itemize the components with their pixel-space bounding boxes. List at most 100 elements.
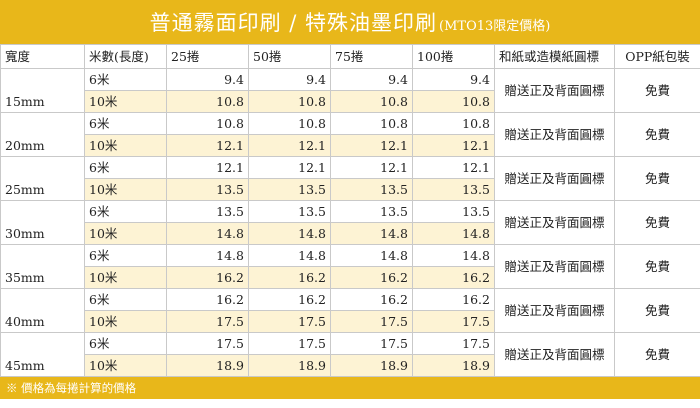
price-cell-50: 12.1 [248,134,331,157]
opp-packaging-cell: 免費 [614,288,700,333]
width-cell: 20mm [0,112,85,157]
price-cell-50: 16.2 [248,266,331,289]
price-cell-75: 17.5 [330,332,413,355]
price-cell-25: 14.8 [166,244,249,267]
length-cell: 10米 [84,222,167,245]
width-cell: 45mm [0,332,85,377]
price-cell-50: 14.8 [248,244,331,267]
table-row: 20mm 6米 10.8 10.8 10.8 10.8 贈送正及背面圓標 免費 [0,112,700,157]
title-note: (MTO13限定價格) [439,19,551,34]
price-cell-100: 18.9 [412,354,495,377]
length-cell: 10米 [84,310,167,333]
price-cell-75: 12.1 [330,134,413,157]
header-qty-100: 100捲 [412,44,495,69]
price-cell-50: 13.5 [248,200,331,223]
gift-label-cell: 贈送正及背面圓標 [494,112,615,157]
opp-packaging-cell: 免費 [614,244,700,289]
page-title: 普通霧面印刷 / 特殊油墨印刷 [149,11,438,35]
table-row: 40mm 6米 16.2 16.2 16.2 16.2 贈送正及背面圓標 免費 [0,288,700,333]
length-cell: 6米 [84,200,167,223]
price-cell-25: 12.1 [166,156,249,179]
price-cell-25: 17.5 [166,310,249,333]
price-cell-25: 10.8 [166,90,249,113]
price-cell-50: 13.5 [248,178,331,201]
width-cell: 15mm [0,68,85,113]
opp-packaging-cell: 免費 [614,68,700,113]
price-cell-75: 14.8 [330,244,413,267]
price-cell-75: 14.8 [330,222,413,245]
price-cell-75: 13.5 [330,178,413,201]
footer-note: ※ 價格為每捲計算的價格 [0,377,700,399]
header-length: 米數(長度) [84,44,167,69]
header-row: 寬度 米數(長度) 25捲 50捲 75捲 100捲 和紙或造模紙圓標 OPP紙… [0,44,700,69]
price-cell-50: 10.8 [248,112,331,135]
price-cell-75: 16.2 [330,288,413,311]
header-opp-packaging: OPP紙包裝 [614,44,700,69]
header-gift-label: 和紙或造模紙圓標 [494,44,615,69]
table-body: 15mm 6米 9.4 9.4 9.4 9.4 贈送正及背面圓標 免費 10米 10.8 10.8 1… [0,68,700,377]
header-width: 寬度 [0,44,85,69]
length-cell: 10米 [84,266,167,289]
price-table: 寬度 米數(長度) 25捲 50捲 75捲 100捲 和紙或造模紙圓標 OPP紙… [0,44,700,377]
price-cell-75: 12.1 [330,156,413,179]
length-cell: 10米 [84,178,167,201]
length-cell: 10米 [84,354,167,377]
table-row: 10米 18.9 18.9 18.9 18.9 [1,354,700,377]
price-cell-100: 16.2 [412,288,495,311]
length-cell: 6米 [84,68,167,91]
price-cell-50: 17.5 [248,310,331,333]
opp-packaging-cell: 免費 [614,332,700,377]
table-row: 15mm 6米 9.4 9.4 9.4 9.4 贈送正及背面圓標 免費 [0,68,700,113]
length-cell: 6米 [84,332,167,355]
price-cell-75: 17.5 [330,310,413,333]
title-banner: 普通霧面印刷 / 特殊油墨印刷 (MTO13限定價格) [0,0,700,44]
price-cell-50: 18.9 [248,354,331,377]
header-qty-75: 75捲 [330,44,413,69]
gift-label-cell: 贈送正及背面圓標 [494,200,615,245]
price-cell-100: 12.1 [412,134,495,157]
price-cell-75: 13.5 [330,200,413,223]
price-cell-75: 18.9 [330,354,413,377]
price-cell-75: 9.4 [330,68,413,91]
length-cell: 6米 [84,112,167,135]
price-cell-25: 13.5 [166,178,249,201]
price-cell-50: 9.4 [248,68,331,91]
gift-label-cell: 贈送正及背面圓標 [494,332,615,377]
gift-label-cell: 贈送正及背面圓標 [494,156,615,201]
price-cell-25: 17.5 [166,332,249,355]
table-row: 10米 17.5 17.5 17.5 17.5 [1,310,700,333]
table-row: 10米 16.2 16.2 16.2 16.2 [1,266,700,289]
width-cell: 30mm [0,200,85,245]
length-cell: 10米 [84,90,167,113]
price-cell-25: 14.8 [166,222,249,245]
price-cell-50: 10.8 [248,90,331,113]
gift-label-cell: 贈送正及背面圓標 [494,68,615,113]
table-row: 30mm 6米 13.5 13.5 13.5 13.5 贈送正及背面圓標 免費 [0,200,700,245]
price-cell-100: 17.5 [412,332,495,355]
price-cell-50: 16.2 [248,288,331,311]
price-cell-75: 16.2 [330,266,413,289]
price-cell-25: 10.8 [166,112,249,135]
price-cell-25: 12.1 [166,134,249,157]
table-row: 10米 14.8 14.8 14.8 14.8 [1,222,700,245]
price-cell-25: 16.2 [166,266,249,289]
length-cell: 10米 [84,134,167,157]
table-row: 10米 13.5 13.5 13.5 13.5 [1,178,700,201]
price-cell-100: 10.8 [412,112,495,135]
opp-packaging-cell: 免費 [614,112,700,157]
price-cell-50: 14.8 [248,222,331,245]
price-cell-25: 13.5 [166,200,249,223]
opp-packaging-cell: 免費 [614,156,700,201]
price-cell-100: 13.5 [412,200,495,223]
gift-label-cell: 贈送正及背面圓標 [494,288,615,333]
price-cell-100: 16.2 [412,266,495,289]
width-cell: 35mm [0,244,85,289]
price-cell-50: 17.5 [248,332,331,355]
price-cell-100: 9.4 [412,68,495,91]
price-cell-50: 12.1 [248,156,331,179]
price-cell-75: 10.8 [330,112,413,135]
price-cell-25: 9.4 [166,68,249,91]
price-cell-100: 13.5 [412,178,495,201]
length-cell: 6米 [84,288,167,311]
table-row: 25mm 6米 12.1 12.1 12.1 12.1 贈送正及背面圓標 免費 [0,156,700,201]
